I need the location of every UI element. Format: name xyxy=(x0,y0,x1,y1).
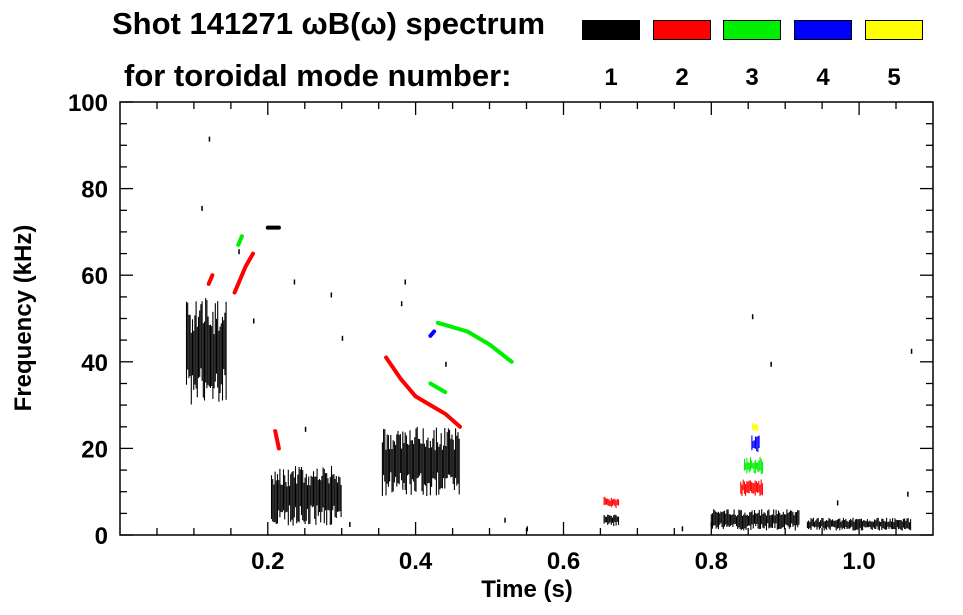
y-axis-label: Frequency (kHz) xyxy=(10,225,37,412)
series-n1-region-6 xyxy=(806,517,912,531)
scatter-point xyxy=(201,205,203,211)
series-n4 xyxy=(428,329,760,452)
plot-frame xyxy=(119,101,934,536)
scatter-point xyxy=(238,249,240,255)
scatter-point xyxy=(910,348,913,354)
scatter-point xyxy=(526,526,528,532)
series-n2-trace-1 xyxy=(384,355,462,429)
scatter-point xyxy=(907,491,909,497)
x-tick-label: 0.4 xyxy=(399,548,433,575)
y-tick-label: 40 xyxy=(81,350,108,377)
legend-swatch-3 xyxy=(723,20,781,40)
x-tick-label: 0.6 xyxy=(547,548,580,575)
legend-label-4: 4 xyxy=(816,64,830,91)
scatter-point xyxy=(400,301,403,307)
legend-label-5: 5 xyxy=(887,64,901,91)
scatter-point xyxy=(208,136,211,142)
y-tick-label: 60 xyxy=(81,263,108,290)
scatter-point xyxy=(681,526,684,532)
series-n1-region-3 xyxy=(381,426,460,496)
scatter-point xyxy=(341,335,344,341)
series-n1-region-2 xyxy=(270,465,342,526)
legend-swatch-5 xyxy=(865,20,923,40)
y-tick-label: 0 xyxy=(95,523,108,550)
scatter-point xyxy=(304,426,307,432)
chart-title-line1: Shot 141271 ωB(ω) spectrum xyxy=(112,6,546,41)
scatter-point xyxy=(445,361,447,367)
series-n1-region-5 xyxy=(710,509,800,531)
series-n2-trace-3 xyxy=(232,251,255,295)
legend-label-2: 2 xyxy=(675,64,689,91)
series-n4-region-1 xyxy=(751,435,760,452)
data-marks xyxy=(185,136,913,532)
legend-swatch-2 xyxy=(653,20,711,40)
series-n2 xyxy=(206,251,763,508)
series-n3-region-1 xyxy=(743,457,764,475)
series-n3-trace-1 xyxy=(435,320,514,364)
scatter-point xyxy=(751,314,754,320)
chart-title-line2: for toroidal mode number: xyxy=(124,58,512,93)
scatter-point xyxy=(293,279,296,285)
series-n2-region-2 xyxy=(740,479,763,496)
legend-swatch-1 xyxy=(582,20,640,40)
x-tick-label: 0.2 xyxy=(251,548,284,575)
scatter-point xyxy=(349,522,351,527)
legend-label-1: 1 xyxy=(604,64,618,91)
series-n2-region-1 xyxy=(603,496,620,508)
scatter-point xyxy=(404,279,406,285)
legend-swatch-4 xyxy=(794,20,852,40)
y-tick-label: 100 xyxy=(68,90,108,117)
tick-labels: 0.2 0.4 0.6 0.8 1.0 0 20 40 60 80 100 xyxy=(68,90,876,575)
axis-ticks xyxy=(120,101,933,536)
series-n3-trace-2 xyxy=(428,381,448,395)
series-n3 xyxy=(236,234,764,475)
x-axis-label: Time (s) xyxy=(481,576,573,603)
series-n5-region-1 xyxy=(752,422,759,432)
y-tick-label: 20 xyxy=(81,436,108,463)
series-n2-trace-2 xyxy=(206,273,215,286)
scatter-point xyxy=(770,361,772,367)
series-n1-region-4 xyxy=(603,514,620,527)
scatter-point xyxy=(253,318,255,324)
scatter-point xyxy=(504,517,506,523)
legend-label-3: 3 xyxy=(745,64,759,91)
y-tick-label: 80 xyxy=(81,177,108,204)
series-n4-trace-1 xyxy=(428,329,437,338)
series-n3-trace-3 xyxy=(236,234,244,247)
series-n1 xyxy=(185,225,912,531)
series-n5 xyxy=(752,422,759,432)
series-n1-scatter xyxy=(201,136,913,532)
x-tick-label: 1.0 xyxy=(842,548,875,575)
series-n1-region-1 xyxy=(185,298,227,405)
x-tick-label: 0.8 xyxy=(695,548,728,575)
scatter-point xyxy=(836,500,839,506)
series-n2-trace-4 xyxy=(273,429,281,451)
scatter-point xyxy=(330,292,333,298)
